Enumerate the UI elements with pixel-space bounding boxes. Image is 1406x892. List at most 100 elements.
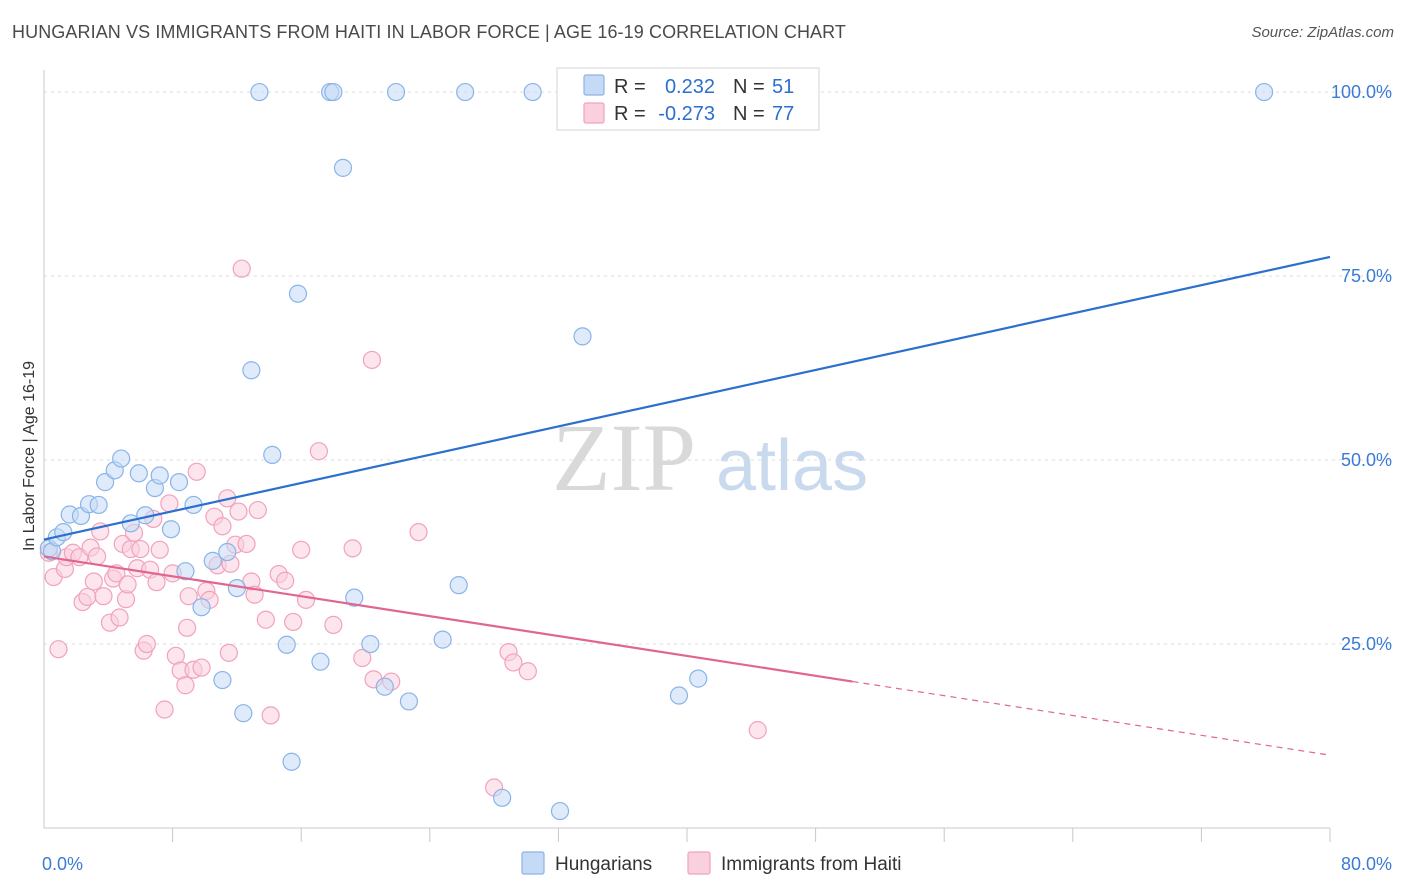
haiti-trend-line (43, 555, 853, 683)
haiti-point (309, 442, 328, 461)
legend-n-value: 51 (772, 76, 794, 98)
watermark-atlas: atlas (716, 426, 868, 506)
hungarians-point (282, 752, 301, 771)
hungarians-point (550, 801, 570, 821)
hungarians-point (121, 514, 140, 533)
haiti-point (160, 494, 179, 513)
hungarians-point (89, 495, 108, 515)
legend-n-label: N = (733, 103, 765, 125)
hungarians-trend-line (43, 255, 1331, 541)
haiti-point (150, 540, 169, 559)
haiti-point (292, 540, 311, 559)
y-tick-label: 75.0% (1341, 266, 1392, 286)
haiti-point (147, 573, 166, 592)
haiti-point (296, 590, 316, 609)
haiti-point (276, 571, 295, 590)
series-legend-swatch-haiti (687, 851, 711, 875)
y-tick-label: 50.0% (1341, 450, 1392, 470)
haiti-point (232, 259, 251, 278)
hungarians-point (169, 473, 189, 492)
hungarians-point (95, 473, 115, 492)
hungarians-point (129, 464, 148, 483)
trend-lines (43, 255, 1331, 756)
haiti-point (192, 658, 211, 677)
haiti-point (49, 640, 68, 659)
haiti-point (177, 618, 197, 637)
legend-r-label: R = (614, 103, 646, 125)
haiti-point (179, 587, 198, 606)
y-axis-title: In Labor Force | Age 16-19 (21, 361, 38, 551)
hungarians-point (345, 588, 364, 607)
haiti-point (248, 500, 267, 520)
hungarians-point (386, 82, 406, 102)
hungarians-point (311, 652, 330, 671)
haiti-point (362, 350, 382, 370)
hungarians-point (361, 634, 380, 654)
hungarians-point (277, 635, 296, 654)
legend-swatch-haiti (583, 102, 605, 124)
haiti-trend-extension (852, 680, 1331, 756)
data-points (39, 82, 1274, 821)
chart-title: HUNGARIAN VS IMMIGRANTS FROM HAITI IN LA… (12, 22, 847, 42)
haiti-point (284, 612, 303, 632)
series-legend-label-hungarians: Hungarians (555, 854, 652, 875)
hungarians-point (689, 669, 708, 688)
hungarians-point (161, 520, 181, 539)
hungarians-point (218, 542, 237, 562)
hungarians-point (288, 284, 308, 303)
hungarians-point (399, 692, 419, 711)
haiti-point (213, 517, 232, 536)
series-legend-label-haiti: Immigrants from Haiti (721, 854, 902, 875)
hungarians-point (150, 466, 169, 485)
haiti-point (118, 575, 137, 594)
hungarians-point (203, 551, 222, 570)
hungarians-point (250, 82, 269, 102)
watermark-zip: ZIP (552, 404, 696, 511)
hungarians-point (523, 82, 542, 102)
legend-n-value: 77 (772, 103, 794, 125)
hungarians-point (324, 82, 343, 102)
hungarians-point (493, 788, 512, 807)
series-legend: Hungarians Immigrants from Haiti (521, 851, 902, 875)
haiti-point (87, 547, 107, 566)
legend-r-value: 0.232 (665, 76, 715, 98)
haiti-point (518, 662, 537, 681)
legend-swatch-hungarians (583, 74, 605, 96)
haiti-point (504, 653, 523, 672)
haiti-point (78, 587, 97, 607)
hungarians-point (242, 361, 261, 380)
hungarians-point (1254, 82, 1274, 102)
hungarians-point (449, 576, 468, 595)
haiti-point (324, 615, 343, 634)
haiti-point (219, 643, 238, 662)
series-legend-swatch-hungarians (521, 851, 545, 875)
haiti-point (176, 676, 195, 695)
hungarians-point (375, 677, 394, 696)
haiti-point (187, 462, 206, 481)
haiti-point (748, 721, 767, 740)
haiti-point (256, 610, 275, 629)
legend-r-value: -0.273 (658, 103, 715, 125)
hungarians-point (573, 327, 592, 346)
tick-labels: 25.0% 50.0% 75.0% 100.0% 0.0% 80.0% (42, 82, 1392, 874)
hungarians-point (234, 704, 253, 723)
legend-n-label: N = (733, 76, 765, 98)
y-tick-label: 25.0% (1341, 634, 1392, 654)
hungarians-point (333, 158, 353, 177)
hungarians-point (112, 449, 131, 468)
haiti-point (84, 572, 103, 591)
axes (43, 70, 1331, 842)
haiti-point (94, 587, 113, 606)
x-tick-label: 80.0% (1341, 854, 1392, 874)
haiti-point (353, 648, 372, 668)
hungarians-point (263, 445, 282, 464)
haiti-point (137, 634, 156, 654)
stats-legend: R = 0.232 N = 51 R = -0.273 N = 77 (556, 67, 820, 131)
hungarians-point (669, 686, 689, 705)
haiti-point (409, 523, 428, 542)
legend-r-label: R = (614, 76, 646, 98)
haiti-point (110, 608, 129, 627)
hungarians-point (433, 630, 452, 649)
haiti-point (261, 706, 280, 725)
